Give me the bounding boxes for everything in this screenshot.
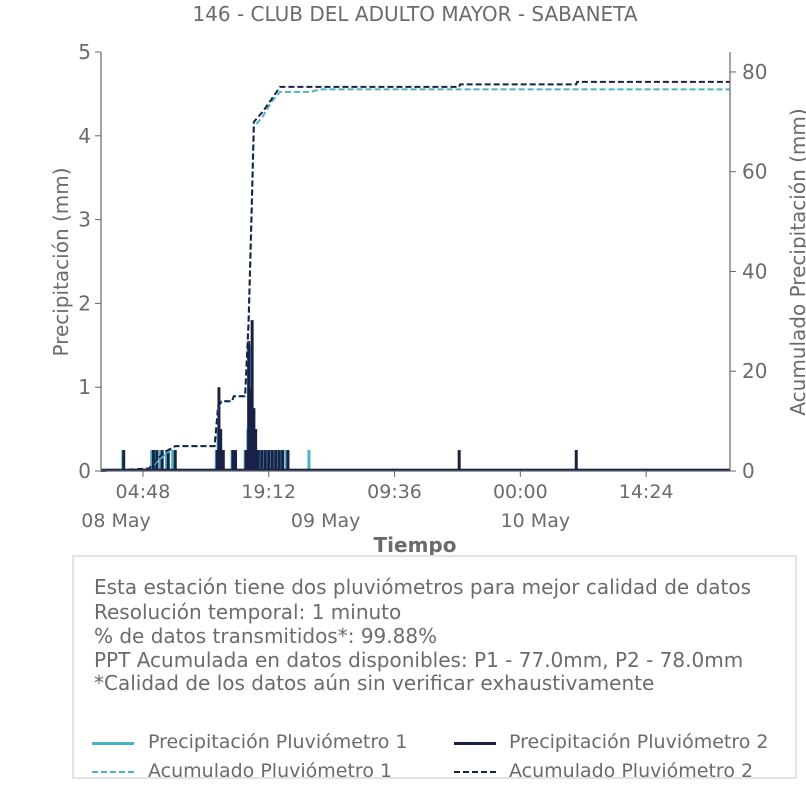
legend-label-p1-acum: Acumulado Pluviómetro 1 xyxy=(148,760,393,782)
y2-axis-label: Acumulado Precipitación (mm) xyxy=(786,108,806,415)
chart-title: 146 - CLUB DEL ADULTO MAYOR - SABANETA xyxy=(192,2,637,26)
y-tick-label: 5 xyxy=(78,40,91,64)
info-line-accumulated: PPT Acumulada en datos disponibles: P1 -… xyxy=(94,648,744,672)
info-line-stations: Esta estación tiene dos pluviómetros par… xyxy=(94,575,752,599)
legend-label-p2-precip: Precipitación Pluviómetro 2 xyxy=(509,731,769,753)
y-tick-label: 1 xyxy=(78,375,91,399)
x-tick-label: 19:12 xyxy=(241,481,296,503)
y-axis-label: Precipitación (mm) xyxy=(49,167,73,356)
y2-tick-label: 0 xyxy=(742,459,755,483)
x-date-label: 10 May xyxy=(501,510,571,532)
legend-swatch-p1-precip xyxy=(92,742,134,745)
info-line-resolution: Resolución temporal: 1 minuto xyxy=(94,600,402,624)
x-tick-label: 00:00 xyxy=(493,481,548,503)
y2-tick-label: 60 xyxy=(742,160,767,184)
x-tick-label: 14:24 xyxy=(619,481,674,503)
y-tick-label: 0 xyxy=(78,459,91,483)
y-tick-label: 3 xyxy=(78,208,91,232)
legend-label-p1-precip: Precipitación Pluviómetro 1 xyxy=(148,731,408,753)
x-date-label: 08 May xyxy=(81,510,151,532)
plot-area xyxy=(100,80,730,472)
x-axis-label: Tiempo xyxy=(374,533,457,556)
legend-swatch-p1-acum xyxy=(92,771,134,773)
cumulative-line-p2 xyxy=(100,80,730,472)
info-box: Esta estación tiene dos pluviómetros par… xyxy=(72,555,797,782)
x-tick-label: 04:48 xyxy=(116,481,171,503)
y2-tick-label: 80 xyxy=(742,60,767,84)
y2-tick-label: 20 xyxy=(742,359,767,383)
y-tick-label: 2 xyxy=(78,291,91,315)
legend-swatch-p2-acum xyxy=(454,771,496,773)
info-line-transmitted: % de datos transmitidos*: 99.88% xyxy=(94,624,438,648)
legend-label-p2-acum: Acumulado Pluviómetro 2 xyxy=(509,760,754,782)
rainfall-chart: 146 - CLUB DEL ADULTO MAYOR - SABANETA 0… xyxy=(49,2,806,556)
x-date-label: 09 May xyxy=(291,510,361,532)
y-tick-label: 4 xyxy=(78,124,91,148)
axes: 0 1 2 3 4 5 0 20 40 60 80 04:48 19:12 09:36 00:00 14:24… xyxy=(78,40,767,532)
info-line-quality: *Calidad de los datos aún sin verificar … xyxy=(94,671,655,695)
legend-swatch-p2-precip xyxy=(454,742,496,745)
x-tick-label: 09:36 xyxy=(367,481,422,503)
y2-tick-label: 40 xyxy=(742,259,767,283)
cumulative-line-p1 xyxy=(100,88,730,472)
